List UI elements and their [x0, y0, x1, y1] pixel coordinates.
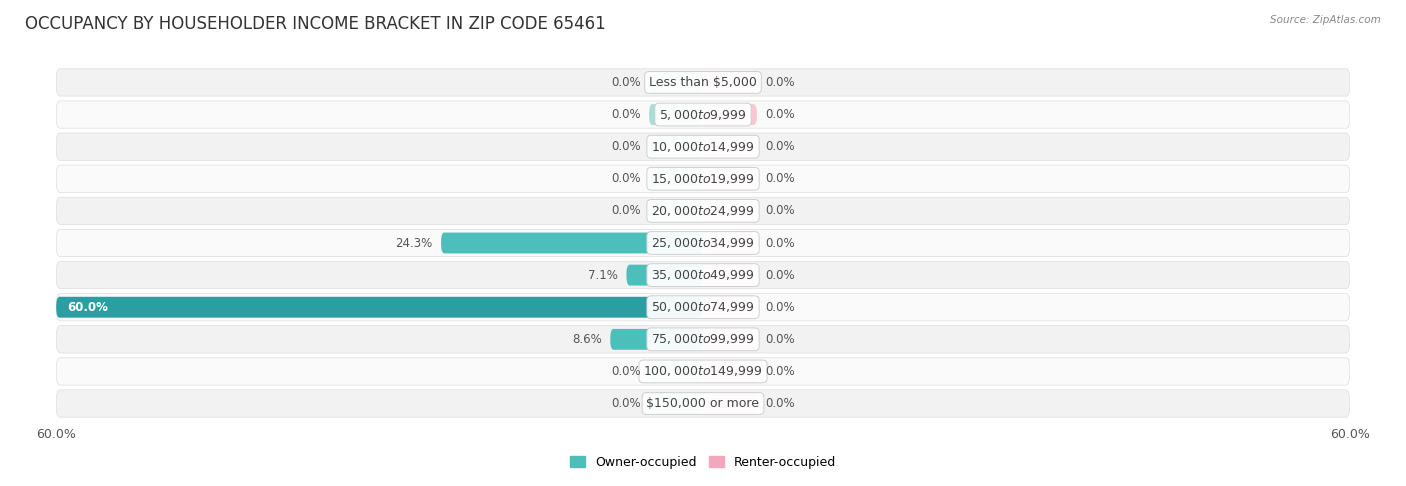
FancyBboxPatch shape: [650, 72, 703, 93]
FancyBboxPatch shape: [703, 265, 756, 286]
Text: $150,000 or more: $150,000 or more: [647, 397, 759, 410]
Text: $25,000 to $34,999: $25,000 to $34,999: [651, 236, 755, 250]
FancyBboxPatch shape: [703, 104, 756, 125]
Text: 0.0%: 0.0%: [610, 172, 641, 185]
Text: 0.0%: 0.0%: [610, 140, 641, 153]
Text: $35,000 to $49,999: $35,000 to $49,999: [651, 268, 755, 282]
Text: 7.1%: 7.1%: [588, 269, 617, 281]
FancyBboxPatch shape: [56, 229, 1350, 257]
FancyBboxPatch shape: [703, 72, 756, 93]
FancyBboxPatch shape: [56, 358, 1350, 385]
FancyBboxPatch shape: [703, 393, 756, 414]
FancyBboxPatch shape: [56, 261, 1350, 289]
Text: 0.0%: 0.0%: [765, 301, 796, 314]
Text: 0.0%: 0.0%: [765, 397, 796, 410]
FancyBboxPatch shape: [610, 329, 703, 350]
Text: 0.0%: 0.0%: [765, 333, 796, 346]
Text: 0.0%: 0.0%: [765, 140, 796, 153]
FancyBboxPatch shape: [56, 101, 1350, 128]
FancyBboxPatch shape: [627, 265, 703, 286]
Text: 0.0%: 0.0%: [765, 269, 796, 281]
FancyBboxPatch shape: [703, 200, 756, 221]
Text: 0.0%: 0.0%: [610, 205, 641, 217]
FancyBboxPatch shape: [650, 104, 703, 125]
FancyBboxPatch shape: [650, 393, 703, 414]
Text: $100,000 to $149,999: $100,000 to $149,999: [644, 364, 762, 379]
Text: 0.0%: 0.0%: [610, 365, 641, 378]
Text: 60.0%: 60.0%: [67, 301, 108, 314]
Text: $10,000 to $14,999: $10,000 to $14,999: [651, 139, 755, 154]
FancyBboxPatch shape: [56, 326, 1350, 353]
FancyBboxPatch shape: [56, 165, 1350, 192]
Text: 0.0%: 0.0%: [765, 237, 796, 249]
FancyBboxPatch shape: [703, 361, 756, 382]
FancyBboxPatch shape: [56, 69, 1350, 96]
FancyBboxPatch shape: [650, 168, 703, 189]
FancyBboxPatch shape: [56, 297, 703, 318]
FancyBboxPatch shape: [56, 390, 1350, 417]
FancyBboxPatch shape: [650, 361, 703, 382]
FancyBboxPatch shape: [703, 136, 756, 157]
Text: Source: ZipAtlas.com: Source: ZipAtlas.com: [1270, 15, 1381, 25]
FancyBboxPatch shape: [703, 168, 756, 189]
Text: $5,000 to $9,999: $5,000 to $9,999: [659, 107, 747, 122]
Text: 0.0%: 0.0%: [765, 172, 796, 185]
FancyBboxPatch shape: [650, 136, 703, 157]
Text: $75,000 to $99,999: $75,000 to $99,999: [651, 332, 755, 347]
Text: $20,000 to $24,999: $20,000 to $24,999: [651, 204, 755, 218]
FancyBboxPatch shape: [703, 297, 756, 318]
Legend: Owner-occupied, Renter-occupied: Owner-occupied, Renter-occupied: [565, 451, 841, 474]
FancyBboxPatch shape: [441, 233, 703, 253]
Text: 8.6%: 8.6%: [572, 333, 602, 346]
Text: Less than $5,000: Less than $5,000: [650, 76, 756, 89]
FancyBboxPatch shape: [56, 294, 1350, 321]
Text: $15,000 to $19,999: $15,000 to $19,999: [651, 172, 755, 186]
FancyBboxPatch shape: [56, 197, 1350, 225]
Text: 0.0%: 0.0%: [610, 397, 641, 410]
Text: OCCUPANCY BY HOUSEHOLDER INCOME BRACKET IN ZIP CODE 65461: OCCUPANCY BY HOUSEHOLDER INCOME BRACKET …: [25, 15, 606, 33]
Text: 0.0%: 0.0%: [610, 108, 641, 121]
Text: 0.0%: 0.0%: [765, 365, 796, 378]
Text: $50,000 to $74,999: $50,000 to $74,999: [651, 300, 755, 314]
FancyBboxPatch shape: [56, 133, 1350, 160]
Text: 0.0%: 0.0%: [765, 205, 796, 217]
FancyBboxPatch shape: [703, 329, 756, 350]
Text: 0.0%: 0.0%: [610, 76, 641, 89]
Text: 0.0%: 0.0%: [765, 108, 796, 121]
Text: 0.0%: 0.0%: [765, 76, 796, 89]
Text: 24.3%: 24.3%: [395, 237, 433, 249]
FancyBboxPatch shape: [703, 233, 756, 253]
FancyBboxPatch shape: [650, 200, 703, 221]
